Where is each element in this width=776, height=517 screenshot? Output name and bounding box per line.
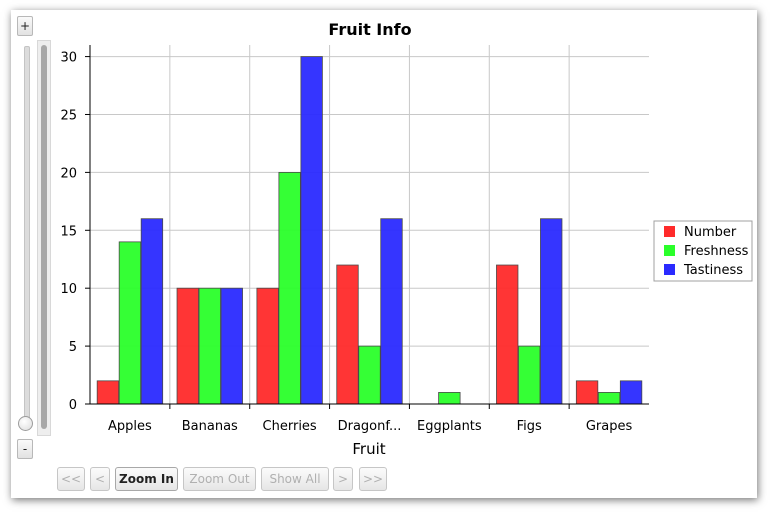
y-tick-label: 10 [60,282,77,297]
chart-title: Fruit Info [328,20,411,39]
bar-number [256,287,279,405]
x-tick-label: Dragonf... [338,419,402,434]
zoom-minus-button[interactable]: - [17,439,33,459]
bar-tastiness [540,218,563,405]
bar-freshness [118,241,142,405]
bar-number [176,287,199,405]
next-page-button[interactable]: > [333,467,353,491]
x-tick-label: Grapes [586,419,633,434]
x-tick-label: Apples [108,419,152,434]
legend-label: Tastiness [683,263,743,278]
bar-freshness [278,171,301,405]
legend-label: Freshness [684,244,749,259]
legend-swatch [664,226,675,237]
legend-swatch [664,245,675,256]
bar-tastiness [619,380,643,405]
bar-freshness [358,345,381,405]
first-page-button[interactable]: << [57,467,85,491]
y-tick-label: 20 [60,166,77,181]
x-axis-label: Fruit [352,440,385,458]
show-all-button[interactable]: Show All [261,467,329,491]
bar-tastiness [220,287,243,405]
y-tick-label: 30 [60,51,77,66]
x-tick-label: Cherries [263,419,317,434]
x-tick-label: Bananas [182,419,238,434]
bar-number [336,264,359,405]
y-tick-label: 0 [69,398,77,413]
bar-freshness [597,392,621,405]
last-page-button[interactable]: >> [359,467,387,491]
y-tick-label: 5 [69,340,77,355]
previous-page-button[interactable]: < [90,467,110,491]
scrollbar-thumb[interactable] [41,45,47,429]
x-tick-label: Figs [517,419,542,434]
y-tick-label: 15 [60,224,77,239]
legend-swatch [664,264,675,275]
x-tick-label: Eggplants [417,419,482,434]
bar-number [96,380,120,405]
bar-number [575,380,599,405]
legend-label: Number [684,225,737,240]
bar-tastiness [140,218,164,405]
bar-tastiness [380,218,403,405]
zoom-slider-thumb[interactable] [18,416,33,431]
y-tick-label: 25 [60,108,77,123]
bar-freshness [198,287,221,405]
zoom-plus-button[interactable]: + [17,16,33,36]
bar-tastiness [300,56,323,405]
zoom-out-button[interactable]: Zoom Out [183,467,256,491]
bar-freshness [438,392,461,405]
bar-number [496,264,519,405]
bar-freshness [518,345,541,405]
zoom-in-button[interactable]: Zoom In [115,467,178,491]
